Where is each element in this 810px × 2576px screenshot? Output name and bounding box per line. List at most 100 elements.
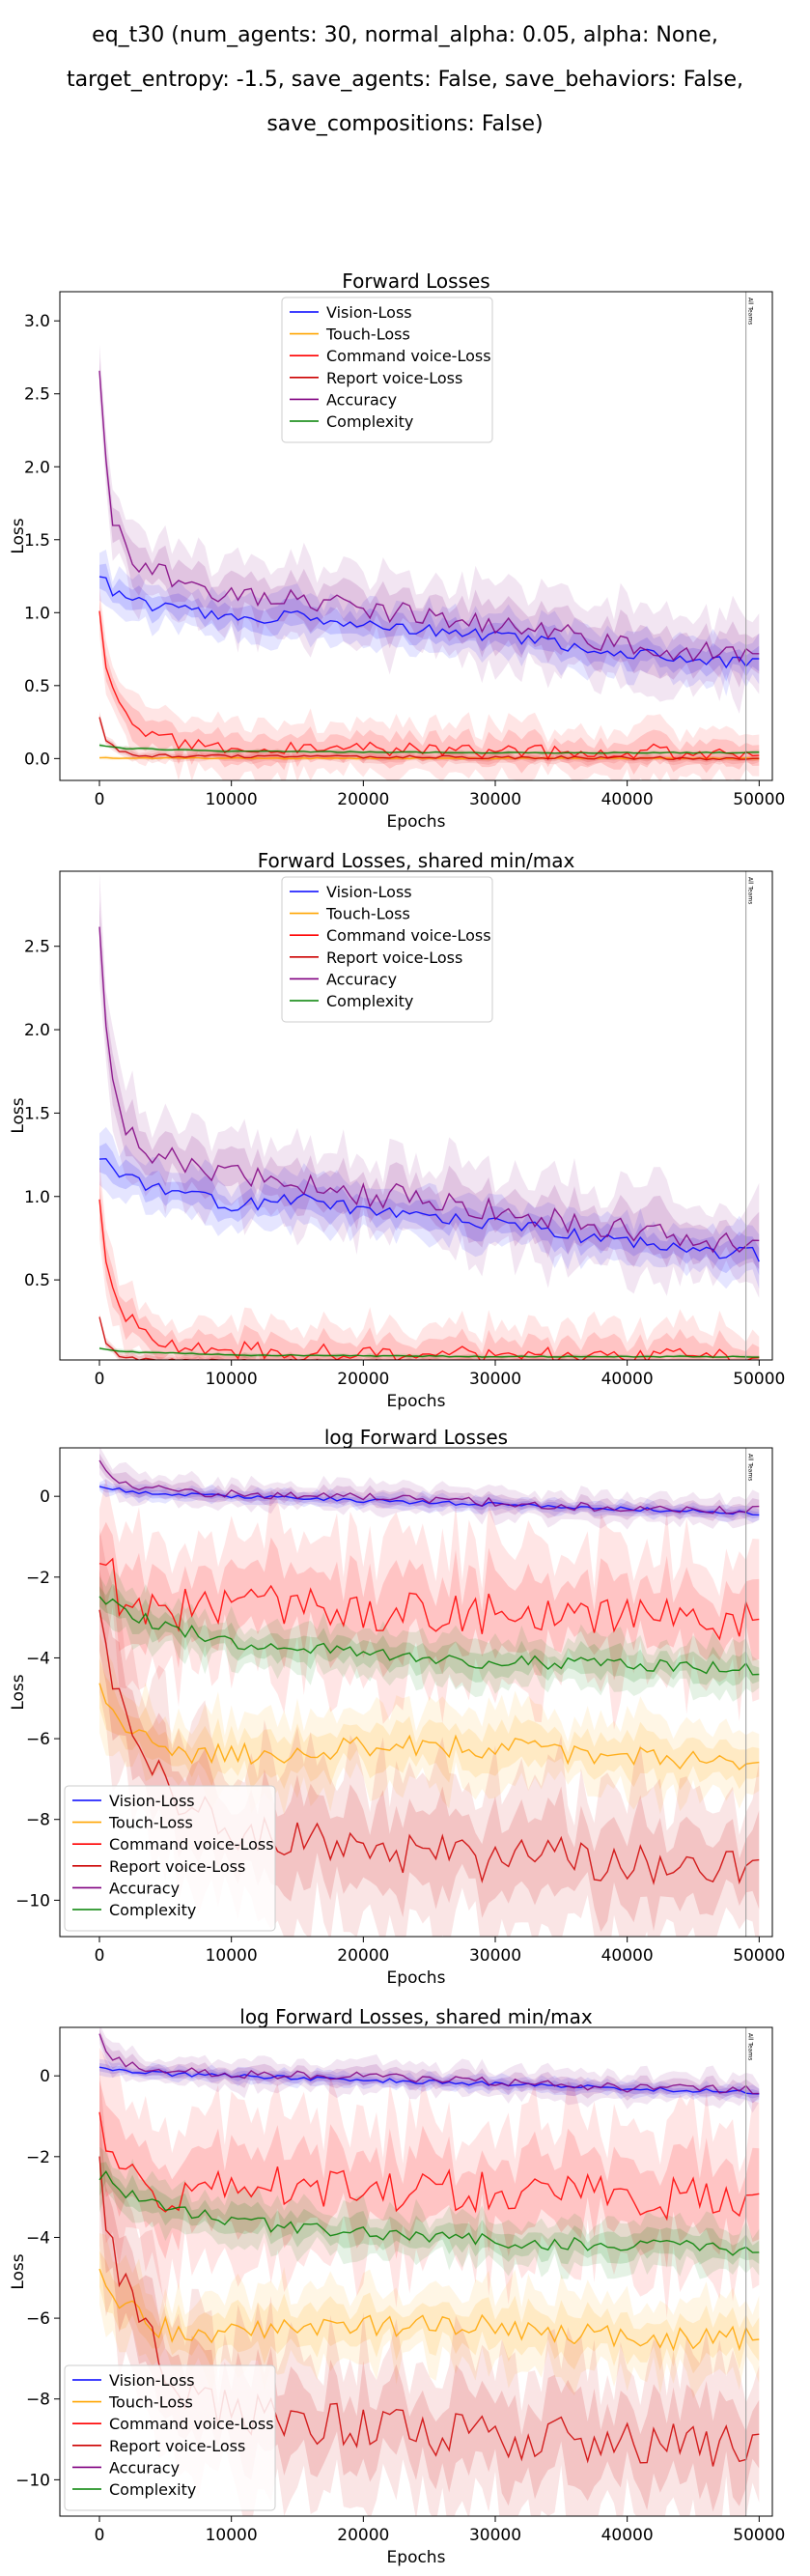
y-axis-label: Loss — [9, 1674, 28, 1710]
x-axis-label: Epochs — [387, 812, 446, 832]
x-tick-label: 20000 — [337, 790, 389, 809]
legend-entry: Accuracy — [326, 390, 397, 409]
axes-frame — [59, 870, 773, 1361]
y-axis-label: Loss — [9, 2253, 28, 2289]
y-tick-label: −10 — [15, 2471, 50, 2490]
legend-box — [64, 1785, 276, 1932]
legend-entry: Complexity — [326, 412, 413, 431]
band-inner-2 — [99, 1179, 760, 1360]
chart-log-forward-losses: log Forward Losses All Teams 0 10000 20000 30… — [9, 1426, 785, 1988]
x-tick-label: 40000 — [601, 790, 654, 809]
band-inner-4 — [99, 2028, 760, 2104]
legend: Vision-Loss Touch-Loss Command voice-Loss R… — [64, 2364, 276, 2511]
series-line-2 — [98, 1557, 760, 1641]
x-tick-label: 0 — [95, 790, 105, 809]
band-inner-2 — [99, 2080, 760, 2269]
band-inner-4 — [99, 357, 760, 688]
legend: Vision-Loss Touch-Loss Command voice-Loss R… — [281, 297, 493, 443]
series-line-4 — [98, 2033, 760, 2095]
x-tick-label: 10000 — [206, 2526, 258, 2545]
series-line-5 — [98, 744, 760, 754]
band-inner-5 — [99, 1583, 760, 1686]
legend-entry: Touch-Loss — [325, 326, 410, 344]
y-tick-label: 0.5 — [24, 1271, 50, 1290]
legend-box — [64, 2364, 276, 2511]
series-line-5 — [98, 1596, 760, 1676]
y-tick-label: 1.5 — [24, 1104, 50, 1123]
band-outer-5 — [99, 743, 760, 756]
x-tick-label: 50000 — [733, 2526, 785, 2545]
band-outer-2 — [99, 1478, 760, 1730]
all-teams-label: All Teams — [747, 877, 754, 904]
y-axis-label: Loss — [9, 518, 28, 553]
x-tick-label: 10000 — [206, 790, 258, 809]
band-inner-1 — [99, 1657, 760, 1791]
series-line-4 — [98, 926, 760, 1254]
series-line-5 — [98, 2170, 760, 2256]
band-inner-1 — [99, 2250, 760, 2374]
band-outer-5 — [99, 1568, 760, 1702]
x-tick-label: 40000 — [601, 1370, 654, 1389]
legend-entry: Vision-Loss — [326, 883, 412, 901]
band-inner-0 — [99, 563, 760, 682]
y-tick-label: −8 — [26, 1811, 50, 1830]
x-tick-label: 30000 — [469, 1946, 521, 1966]
band-outer-1 — [105, 1359, 733, 1360]
y-tick-label: −6 — [26, 1730, 50, 1749]
y-tick-label: 2.5 — [24, 385, 50, 405]
y-tick-label: −8 — [26, 2391, 50, 2410]
y-tick-label: 2.5 — [24, 938, 50, 957]
x-tick-label: 0 — [95, 2526, 105, 2545]
x-tick-label: 0 — [95, 1946, 105, 1966]
x-tick-label: 50000 — [733, 1370, 785, 1389]
legend-entry: Vision-Loss — [109, 1792, 195, 1810]
y-tick-label: 0.5 — [24, 677, 50, 696]
x-tick-label: 30000 — [469, 2526, 521, 2545]
all-teams-label: All Teams — [747, 2033, 754, 2060]
band-outer-0 — [99, 1126, 760, 1289]
band-inner-2 — [99, 599, 760, 775]
x-tick-label: 10000 — [206, 1946, 258, 1966]
series-line-2 — [98, 610, 760, 761]
x-tick-label: 10000 — [206, 1370, 258, 1389]
legend-box — [281, 876, 493, 1023]
x-tick-label: 30000 — [469, 790, 521, 809]
x-tick-label: 50000 — [733, 790, 785, 809]
x-tick-label: 40000 — [601, 2526, 654, 2545]
legend-entry: Accuracy — [109, 1879, 180, 1897]
chart-forward-losses-shared: Forward Losses, shared min/max All Teams 0… — [9, 849, 785, 1411]
plot-area — [98, 872, 760, 1365]
x-axis-label: Epochs — [387, 1392, 446, 1411]
chart-log-forward-losses-shared: log Forward Losses, shared min/max All Te… — [9, 2005, 785, 2567]
legend-entry: Complexity — [109, 2480, 196, 2499]
legend-entry: Accuracy — [109, 2458, 180, 2477]
series-line-5 — [98, 1347, 760, 1358]
legend-entry: Report voice-Loss — [326, 948, 462, 967]
band-inner-4 — [99, 899, 760, 1270]
x-tick-label: 0 — [95, 1370, 105, 1389]
legend-entry: Accuracy — [326, 970, 397, 988]
series-line-1 — [98, 1683, 760, 1770]
all-teams-label: All Teams — [747, 297, 754, 325]
y-tick-label: 2.0 — [24, 1021, 50, 1040]
legend-entry: Report voice-Loss — [109, 1857, 245, 1876]
y-tick-label: 3.0 — [24, 312, 50, 331]
series-line-2 — [98, 1199, 760, 1360]
band-inner-0 — [99, 1143, 760, 1276]
plot-area — [98, 2027, 760, 2516]
legend-entry: Touch-Loss — [325, 905, 410, 923]
band-outer-2 — [99, 586, 760, 780]
series-line-4 — [98, 370, 760, 664]
legend-entry: Vision-Loss — [326, 303, 412, 322]
legend: Vision-Loss Touch-Loss Command voice-Loss R… — [281, 876, 493, 1023]
band-inner-5 — [99, 2162, 760, 2265]
x-axis-label: Epochs — [387, 1968, 446, 1988]
plot-area — [98, 344, 760, 780]
band-outer-2 — [99, 2047, 760, 2318]
band-inner-2 — [99, 1521, 760, 1681]
x-tick-label: 30000 — [469, 1370, 521, 1389]
legend: Vision-Loss Touch-Loss Command voice-Loss R… — [64, 1785, 276, 1932]
band-outer-3 — [99, 1313, 760, 1360]
legend-entry: Command voice-Loss — [109, 2415, 274, 2433]
band-inner-1 — [99, 1361, 759, 1365]
